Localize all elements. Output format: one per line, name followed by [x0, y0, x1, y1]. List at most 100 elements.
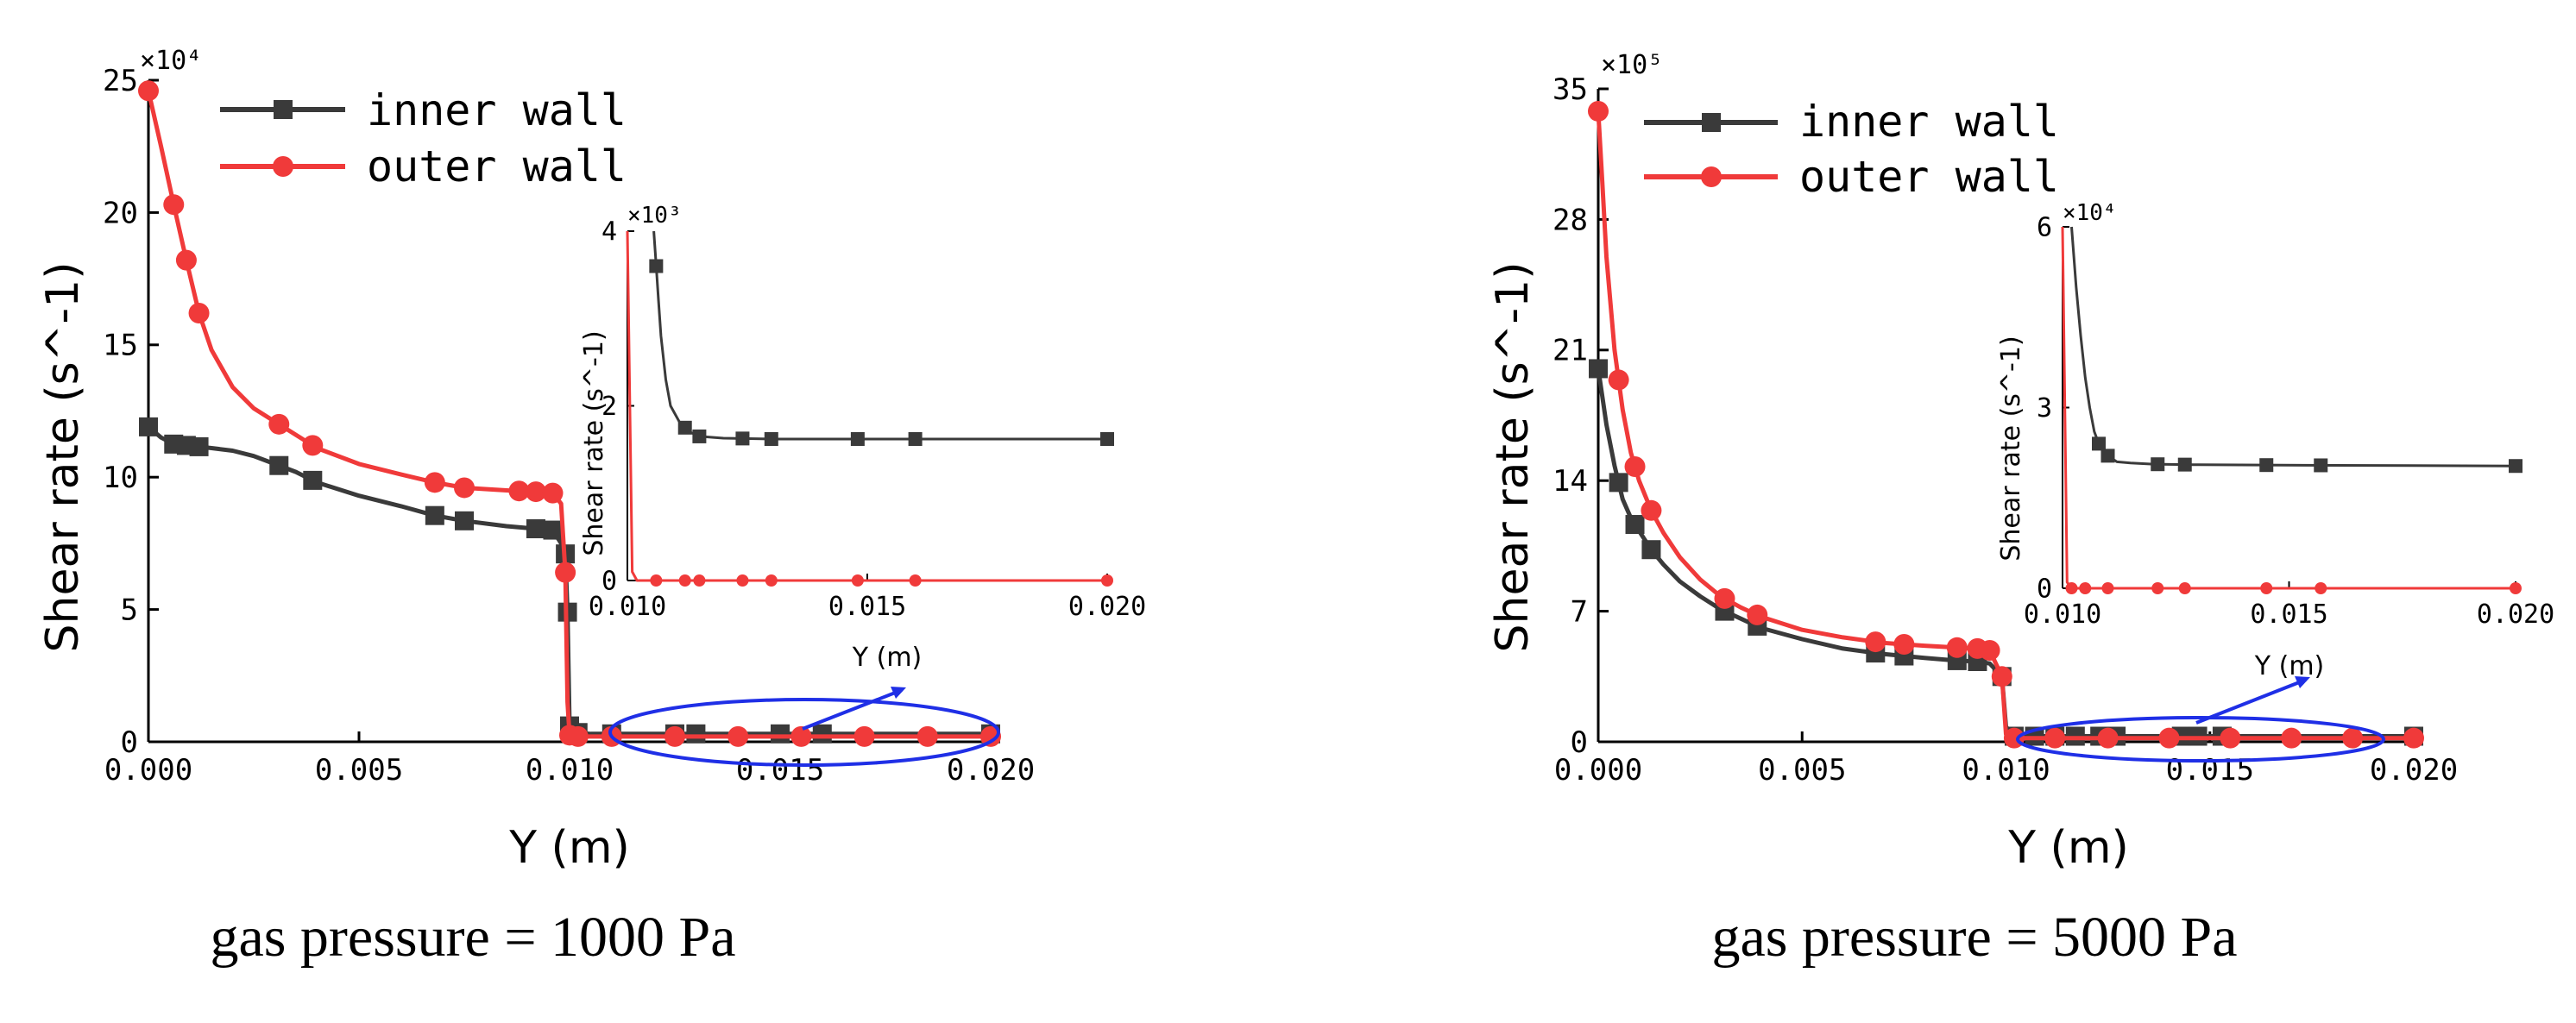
- y-tick-label: 14: [1553, 464, 1588, 499]
- outer-wall-point: [853, 725, 875, 747]
- outer-wall-point: [268, 413, 290, 435]
- outer-wall-point: [2342, 727, 2364, 749]
- x-tick-label: 0.000: [104, 753, 192, 788]
- y-axis-label: Shear rate (s^-1): [37, 262, 89, 653]
- inset-inner-wall-point: [2151, 457, 2165, 472]
- y-tick-label: 21: [1553, 334, 1588, 368]
- outer-wall-point: [1991, 666, 2012, 687]
- inset-y-tick-label: 3: [2037, 393, 2052, 424]
- inset-y-tick-label: 0: [2037, 574, 2052, 605]
- inset-outer-wall-line: [2061, 226, 2516, 590]
- outer-wall-point: [1588, 100, 1609, 122]
- inner-wall-point: [425, 505, 444, 525]
- x-tick-label: 0.015: [736, 753, 824, 788]
- outer-wall-point: [727, 725, 749, 747]
- legend-outer-marker: [273, 156, 293, 177]
- inner-wall-point: [1625, 515, 1645, 535]
- inset-inner-wall-point: [2100, 449, 2115, 463]
- x-tick-label: 0.020: [2370, 753, 2458, 788]
- inner-wall-point: [771, 724, 790, 744]
- inset-x-tick-label: 0.015: [828, 592, 906, 622]
- x-tick-label: 0.020: [947, 753, 1035, 788]
- inset-inner-wall-line: [652, 230, 1107, 441]
- inset-outer-wall-point: [2065, 582, 2078, 594]
- outer-wall-point: [790, 725, 812, 747]
- inner-wall-point: [686, 724, 706, 744]
- outer-wall-point: [175, 249, 197, 271]
- outer-wall-point: [567, 725, 589, 747]
- x-tick-label: 0.010: [526, 753, 614, 788]
- inset-inner-wall-point: [850, 431, 865, 446]
- y-axis-multiplier: ×10⁴: [140, 46, 202, 76]
- inner-wall-point: [139, 417, 158, 436]
- inset-outer-wall-point: [909, 574, 922, 587]
- y-tick-label: 5: [121, 593, 138, 628]
- y-axis-label: Shear rate (s^-1): [1487, 262, 1539, 653]
- outer-wall-point: [664, 725, 685, 747]
- legend-outer-marker: [1701, 166, 1722, 187]
- inset-inner-wall-point: [2314, 458, 2328, 473]
- inner-wall-point: [269, 455, 289, 475]
- y-tick-label: 20: [103, 196, 138, 230]
- x-tick-label: 0.000: [1554, 753, 1642, 788]
- outer-wall-point: [302, 435, 324, 456]
- outer-wall-point: [1608, 369, 1629, 391]
- inset-outer-wall-point: [765, 574, 778, 587]
- zoom-region-ellipse: [608, 698, 1000, 767]
- legend-inner-marker: [274, 100, 293, 119]
- inset-outer-wall-point: [2260, 582, 2273, 594]
- outer-wall-point: [508, 480, 530, 502]
- y-tick-label: 7: [1571, 595, 1588, 630]
- inset-outer-wall-point: [2151, 582, 2164, 594]
- y-tick-label: 15: [103, 329, 138, 363]
- x-axis-label: Y (m): [508, 822, 630, 874]
- inset-y-tick-label: 2: [601, 392, 617, 422]
- outer-wall-point: [2220, 727, 2241, 749]
- inset-outer-wall-point: [650, 574, 663, 587]
- outer-wall-point: [525, 481, 546, 503]
- inset-inner-wall-line: [2070, 226, 2516, 468]
- inset-x-tick-label: 0.020: [2477, 599, 2554, 630]
- outer-wall-point: [916, 725, 938, 747]
- outer-wall-point: [1865, 631, 1886, 653]
- inset-outer-wall-point: [736, 574, 749, 587]
- inner-wall-point: [812, 724, 832, 744]
- outer-wall-point: [2158, 727, 2180, 749]
- outer-wall-point: [2403, 727, 2424, 749]
- inset-y-axis-label: Shear rate (s^-1): [1996, 336, 2026, 561]
- outer-wall-point: [1747, 604, 1768, 625]
- inset-outer-wall-point: [2178, 582, 2191, 594]
- inset-outer-wall-point: [2510, 582, 2522, 594]
- inset-y-tick-label: 0: [601, 567, 617, 597]
- y-tick-label: 10: [103, 461, 138, 495]
- inset-outer-wall-point: [693, 574, 706, 587]
- legend-outer-label: outer wall: [367, 141, 627, 191]
- inset-inner-wall-point: [764, 431, 778, 446]
- inner-wall-point: [189, 436, 209, 456]
- inset-multiplier: ×10³: [627, 203, 682, 229]
- inset-outer-wall-line: [626, 230, 1107, 582]
- inset-inner-wall-point: [2177, 457, 2192, 472]
- y-tick-label: 25: [103, 64, 138, 98]
- outer-wall-point: [1893, 633, 1915, 655]
- outer-wall-point: [454, 477, 475, 499]
- outer-wall-point: [542, 482, 564, 504]
- outer-wall-point: [1641, 499, 1662, 521]
- caption-5000-pa: gas pressure = 5000 Pa: [1711, 906, 2237, 969]
- inset-y-tick-label: 4: [601, 217, 617, 248]
- inset-x-tick-label: 0.010: [2024, 599, 2101, 630]
- zoom-region-ellipse: [2016, 716, 2385, 763]
- inset-y-tick-label: 6: [2037, 213, 2052, 243]
- inset-inner-wall-point: [2092, 436, 2106, 451]
- inner-wall-point: [455, 511, 474, 530]
- inset-x-tick-label: 0.015: [2250, 599, 2327, 630]
- outer-wall-point: [2097, 727, 2119, 749]
- outer-wall-point: [1624, 455, 1646, 477]
- inset-inner-wall-point: [1100, 431, 1114, 446]
- outer-wall-point: [2281, 727, 2302, 749]
- outer-wall-point: [1979, 640, 2000, 662]
- y-tick-label: 0: [1571, 725, 1588, 760]
- x-tick-label: 0.015: [2166, 753, 2254, 788]
- outer-wall-point: [424, 472, 445, 493]
